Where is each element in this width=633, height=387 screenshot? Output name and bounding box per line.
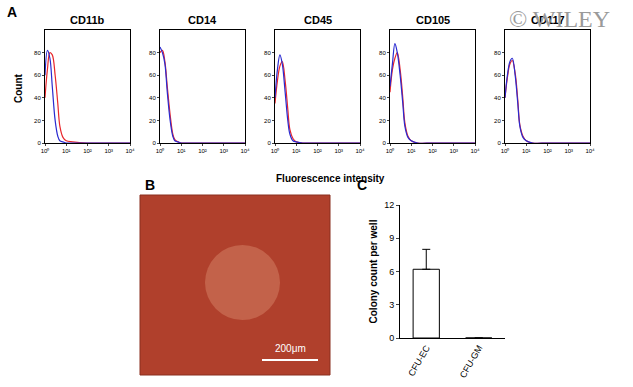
svg-text:CD105: CD105 — [416, 14, 450, 26]
svg-text:6: 6 — [389, 267, 394, 277]
svg-text:60: 60 — [494, 72, 501, 78]
svg-text:80: 80 — [264, 50, 271, 56]
svg-text:200μm: 200μm — [275, 343, 306, 354]
svg-text:0: 0 — [389, 333, 394, 343]
svg-text:CFU-EC: CFU-EC — [406, 343, 432, 378]
svg-text:10⁰: 10⁰ — [41, 147, 50, 154]
svg-text:20: 20 — [379, 118, 386, 124]
svg-text:10⁴: 10⁴ — [470, 148, 480, 154]
svg-text:Fluorescence intensity: Fluorescence intensity — [276, 173, 385, 184]
svg-text:40: 40 — [34, 95, 41, 101]
svg-text:60: 60 — [379, 72, 386, 78]
svg-text:B: B — [145, 177, 155, 193]
svg-text:10³: 10³ — [104, 148, 113, 154]
svg-text:60: 60 — [264, 72, 271, 78]
svg-text:10¹: 10¹ — [62, 148, 71, 154]
svg-text:80: 80 — [379, 50, 386, 56]
svg-text:60: 60 — [149, 72, 156, 78]
svg-text:10¹: 10¹ — [407, 148, 416, 154]
svg-text:C: C — [357, 177, 367, 193]
svg-text:CD14: CD14 — [188, 14, 217, 26]
svg-text:© WILEY: © WILEY — [509, 6, 610, 32]
svg-text:80: 80 — [149, 50, 156, 56]
svg-text:10⁴: 10⁴ — [125, 148, 135, 154]
svg-text:40: 40 — [494, 95, 501, 101]
svg-text:CD45: CD45 — [304, 14, 332, 26]
svg-text:10²: 10² — [428, 148, 437, 154]
svg-text:10⁴: 10⁴ — [355, 148, 365, 154]
svg-text:10²: 10² — [543, 148, 552, 154]
svg-text:10¹: 10¹ — [522, 148, 531, 154]
svg-text:0: 0 — [497, 140, 501, 146]
svg-text:10⁰: 10⁰ — [271, 147, 280, 154]
svg-text:12: 12 — [384, 200, 394, 210]
svg-text:80: 80 — [494, 50, 501, 56]
svg-text:10²: 10² — [83, 148, 92, 154]
svg-text:40: 40 — [149, 95, 156, 101]
svg-text:10³: 10³ — [334, 148, 343, 154]
svg-text:CD11b: CD11b — [70, 14, 105, 26]
svg-text:9: 9 — [389, 233, 394, 243]
svg-text:20: 20 — [494, 118, 501, 124]
svg-text:0: 0 — [152, 140, 156, 146]
svg-text:40: 40 — [264, 95, 271, 101]
svg-text:0: 0 — [382, 140, 386, 146]
svg-text:20: 20 — [149, 118, 156, 124]
svg-text:20: 20 — [264, 118, 271, 124]
svg-text:10²: 10² — [198, 148, 207, 154]
svg-text:Count: Count — [13, 73, 24, 103]
svg-text:0: 0 — [37, 140, 41, 146]
svg-text:10⁰: 10⁰ — [501, 147, 510, 154]
svg-text:10³: 10³ — [564, 148, 573, 154]
svg-text:10¹: 10¹ — [292, 148, 301, 154]
svg-text:A: A — [7, 4, 17, 20]
svg-text:3: 3 — [389, 300, 394, 310]
svg-text:10⁴: 10⁴ — [240, 148, 250, 154]
svg-text:10³: 10³ — [219, 148, 228, 154]
svg-text:20: 20 — [34, 118, 41, 124]
svg-text:40: 40 — [379, 95, 386, 101]
svg-text:10⁴: 10⁴ — [585, 148, 595, 154]
svg-text:Colony count per well: Colony count per well — [368, 219, 379, 323]
svg-text:CD117: CD117 — [531, 14, 565, 26]
svg-text:10⁰: 10⁰ — [156, 147, 165, 154]
svg-text:10¹: 10¹ — [177, 148, 186, 154]
svg-text:10²: 10² — [313, 148, 322, 154]
svg-text:CFU-GM: CFU-GM — [458, 344, 485, 380]
svg-text:60: 60 — [34, 72, 41, 78]
svg-text:0: 0 — [267, 140, 271, 146]
svg-text:80: 80 — [34, 50, 41, 56]
svg-text:10⁰: 10⁰ — [386, 147, 395, 154]
svg-text:10³: 10³ — [449, 148, 458, 154]
